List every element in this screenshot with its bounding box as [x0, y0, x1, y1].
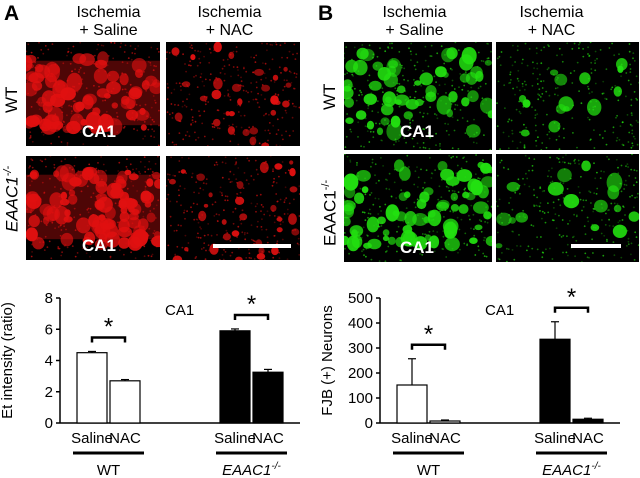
- y-tick-label: 4: [45, 353, 53, 370]
- significance-bracket: [233, 313, 270, 320]
- significance-bracket: [90, 336, 127, 343]
- category-label: NAC: [429, 430, 461, 447]
- category-label: Saline: [214, 430, 256, 447]
- y-tick-label: 400: [348, 315, 373, 332]
- group-label: EAAC1-/-: [542, 461, 601, 478]
- panel-a-micrograph-wt-nac: [166, 42, 300, 146]
- y-tick-label: 0: [45, 415, 53, 432]
- y-axis-label: FJB (+) Neurons: [320, 305, 336, 415]
- y-tick-label: 300: [348, 340, 373, 357]
- panel-a-region-label-eaac1: CA1: [82, 236, 117, 255]
- category-label: NAC: [572, 430, 604, 447]
- y-axis-label: Et intensity (ratio): [0, 302, 16, 419]
- category-label: Saline: [534, 430, 576, 447]
- panel-b-bar-chart: FJB (+) Neurons0100200300400500SalineNAC…: [320, 284, 620, 478]
- significance-bracket: [553, 306, 590, 313]
- bar: [76, 352, 108, 424]
- panel-b-row-label-wt: WT: [320, 83, 339, 110]
- significance-star: *: [567, 284, 576, 311]
- bar: [572, 418, 604, 424]
- bar: [396, 384, 428, 424]
- panel-b-scale-bar: [571, 244, 621, 248]
- y-tick-label: 8: [45, 290, 53, 307]
- panel-b-micrograph-wt-saline: [344, 42, 492, 150]
- group-label: WT: [417, 462, 440, 478]
- bar: [539, 338, 571, 424]
- panel-b-row-label-eaac1: EAAC1-/-: [320, 179, 340, 246]
- group-label: WT: [97, 462, 120, 478]
- bar: [252, 371, 284, 424]
- significance-star: *: [424, 321, 433, 348]
- bar: [109, 380, 141, 424]
- y-tick-label: 6: [45, 321, 53, 338]
- bar: [219, 330, 251, 424]
- panel-a-scale-bar: [213, 244, 291, 248]
- category-label: NAC: [252, 430, 284, 447]
- panel-a-col-header-nac: Ischemia + NAC: [197, 4, 262, 39]
- panel-b-region-label-eaac1: CA1: [400, 238, 435, 257]
- panel-b-col-header-saline: Ischemia + Saline: [382, 4, 447, 39]
- panel-a-row-label-wt: WT: [2, 86, 21, 113]
- panel-b-region-label-wt: CA1: [400, 122, 435, 141]
- significance-star: *: [104, 313, 113, 340]
- category-label: Saline: [71, 430, 113, 447]
- chart-region-label: CA1: [485, 302, 514, 319]
- significance-star: *: [247, 291, 256, 318]
- panel-a-micrograph-eaac1-nac: [166, 156, 300, 260]
- y-tick-label: 500: [348, 290, 373, 307]
- panel-a-row-label-eaac1: EAAC1-/-: [2, 165, 22, 232]
- y-tick-label: 200: [348, 365, 373, 382]
- panel-a-letter: A: [4, 2, 20, 25]
- panel-a-region-label-wt: CA1: [82, 122, 117, 141]
- panel-b-micrograph-eaac1-saline: [344, 154, 492, 262]
- significance-bracket: [410, 343, 447, 350]
- group-label: EAAC1-/-: [222, 461, 281, 478]
- category-label: NAC: [109, 430, 141, 447]
- panel-a-col-header-saline: Ischemia + Saline: [76, 4, 141, 39]
- bar: [429, 420, 461, 424]
- panel-a-micrograph-eaac1-saline: [26, 156, 160, 260]
- panel-b-micrograph-wt-nac: [496, 42, 639, 150]
- panel-b-col-header-nac: Ischemia + NAC: [519, 4, 584, 39]
- y-tick-label: 100: [348, 390, 373, 407]
- y-tick-label: 0: [365, 415, 373, 432]
- y-tick-label: 2: [45, 384, 53, 401]
- chart-region-label: CA1: [165, 302, 194, 319]
- panel-b-letter: B: [318, 2, 334, 25]
- panel-a-micrograph-wt-saline: [26, 42, 160, 146]
- category-label: Saline: [391, 430, 433, 447]
